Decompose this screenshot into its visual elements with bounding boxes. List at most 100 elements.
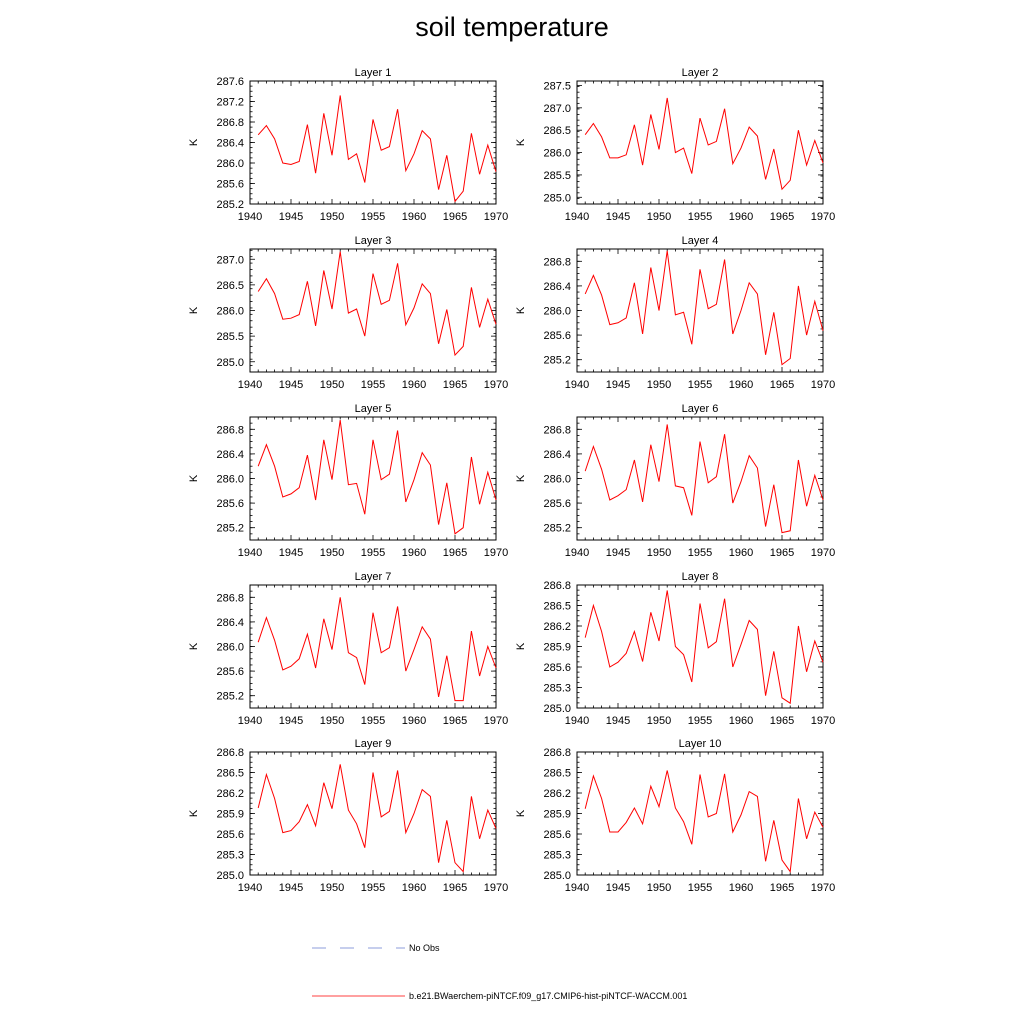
panel-10: Layer 10 K 1940 1945 1950 1955 1960 1965 1970 285… <box>515 738 835 894</box>
panel-1: Layer 1 K 1940 1945 1950 1955 1960 1965 1970 285.… <box>188 67 508 223</box>
panel-title: Layer 2 <box>682 67 719 79</box>
x-tick-label: 1965 <box>443 547 467 559</box>
y-tick-label: 287.5 <box>543 80 571 92</box>
x-tick-label: 1955 <box>361 882 385 894</box>
panel-7: Layer 7 K 1940 1945 1950 1955 1960 1965 1970 285.… <box>188 571 508 727</box>
y-axis-label: K <box>515 138 527 146</box>
panel-title: Layer 7 <box>355 571 392 583</box>
y-axis-label: K <box>188 306 200 314</box>
y-tick-label: 286.0 <box>216 306 244 318</box>
y-tick-label: 286.5 <box>216 280 244 292</box>
series-line <box>257 95 497 203</box>
y-tick-label: 285.3 <box>543 850 571 862</box>
x-tick-label: 1940 <box>238 547 262 559</box>
y-axis-label: K <box>188 138 200 146</box>
panel-title: Layer 6 <box>682 403 719 415</box>
legend-model-label: b.e21.BWaerchem-piNTCF.f09_g17.CMIP6-his… <box>409 991 688 1001</box>
x-tick-label: 1970 <box>811 715 835 727</box>
y-tick-label: 286.2 <box>216 788 244 800</box>
figure-title: soil temperature <box>415 12 609 42</box>
series-line <box>584 770 824 873</box>
x-tick-label: 1960 <box>729 715 753 727</box>
y-tick-label: 285.5 <box>216 331 244 343</box>
x-tick-label: 1950 <box>320 715 344 727</box>
y-tick-label: 285.2 <box>216 691 244 703</box>
y-tick-label: 286.8 <box>216 747 244 759</box>
panel-title: Layer 8 <box>682 571 719 583</box>
x-tick-label: 1945 <box>279 547 303 559</box>
legend-obs-label: No Obs <box>409 943 440 953</box>
y-tick-label: 285.6 <box>543 662 571 674</box>
x-tick-label: 1940 <box>238 379 262 391</box>
y-tick-label: 285.2 <box>216 523 244 535</box>
x-tick-label: 1955 <box>688 882 712 894</box>
x-tick-label: 1950 <box>647 379 671 391</box>
y-tick-label: 286.8 <box>543 747 571 759</box>
series-line <box>257 420 497 535</box>
panel-title: Layer 9 <box>355 738 392 750</box>
panel-6: Layer 6 K 1940 1945 1950 1955 1960 1965 1970 285.… <box>515 403 835 559</box>
x-tick-label: 1940 <box>565 882 589 894</box>
y-axis-label: K <box>188 642 200 650</box>
x-tick-label: 1940 <box>565 211 589 223</box>
x-tick-label: 1960 <box>729 547 753 559</box>
x-tick-label: 1965 <box>770 379 794 391</box>
x-tick-label: 1945 <box>606 547 630 559</box>
y-tick-label: 286.0 <box>216 642 244 654</box>
panel-title: Layer 10 <box>679 738 722 750</box>
y-tick-label: 286.5 <box>216 768 244 780</box>
y-tick-label: 287.6 <box>216 76 244 88</box>
x-tick-label: 1945 <box>279 715 303 727</box>
y-tick-label: 286.0 <box>543 474 571 486</box>
panel-2: Layer 2 K 1940 1945 1950 1955 1960 1965 1970 285.… <box>515 67 835 223</box>
x-tick-label: 1970 <box>811 211 835 223</box>
y-tick-label: 286.5 <box>543 125 571 137</box>
x-tick-label: 1960 <box>729 379 753 391</box>
y-tick-label: 285.6 <box>216 498 244 510</box>
y-tick-label: 285.0 <box>543 870 571 882</box>
x-tick-label: 1950 <box>320 547 344 559</box>
panel-title: Layer 1 <box>355 67 392 79</box>
x-tick-label: 1950 <box>647 882 671 894</box>
x-tick-label: 1970 <box>811 882 835 894</box>
x-tick-label: 1955 <box>688 379 712 391</box>
x-tick-label: 1955 <box>688 715 712 727</box>
y-tick-label: 287.0 <box>216 254 244 266</box>
panel-8: Layer 8 K 1940 1945 1950 1955 1960 1965 1970 285.… <box>515 571 835 727</box>
y-tick-label: 286.8 <box>216 424 244 436</box>
x-tick-label: 1955 <box>688 211 712 223</box>
y-tick-label: 286.8 <box>216 592 244 604</box>
series-line <box>257 764 497 873</box>
panel-3: Layer 3 K 1940 1945 1950 1955 1960 1965 1970 285.… <box>188 235 508 391</box>
x-tick-label: 1960 <box>729 211 753 223</box>
x-tick-label: 1965 <box>443 211 467 223</box>
x-tick-label: 1950 <box>320 379 344 391</box>
y-axis-label: K <box>515 474 527 482</box>
y-tick-label: 285.2 <box>543 523 571 535</box>
y-tick-label: 286.4 <box>216 138 244 150</box>
x-tick-label: 1945 <box>606 882 630 894</box>
series-line <box>584 590 824 705</box>
x-tick-label: 1950 <box>647 547 671 559</box>
y-tick-label: 285.0 <box>543 192 571 204</box>
x-tick-label: 1940 <box>238 715 262 727</box>
panel-4: Layer 4 K 1940 1945 1950 1955 1960 1965 1970 285.… <box>515 235 835 391</box>
x-tick-label: 1940 <box>565 547 589 559</box>
y-tick-label: 286.8 <box>216 117 244 129</box>
x-tick-label: 1965 <box>770 211 794 223</box>
y-tick-label: 286.8 <box>543 424 571 436</box>
y-tick-label: 287.0 <box>543 103 571 115</box>
y-tick-label: 286.4 <box>216 617 244 629</box>
x-tick-label: 1940 <box>565 379 589 391</box>
y-tick-label: 286.8 <box>543 256 571 268</box>
x-tick-label: 1945 <box>279 211 303 223</box>
series-line <box>584 250 824 366</box>
y-axis-label: K <box>515 306 527 314</box>
y-tick-label: 286.0 <box>543 306 571 318</box>
panel-title: Layer 3 <box>355 235 392 247</box>
y-tick-label: 285.0 <box>216 357 244 369</box>
y-tick-label: 286.0 <box>216 158 244 170</box>
x-tick-label: 1945 <box>279 379 303 391</box>
y-tick-label: 285.9 <box>543 809 571 821</box>
